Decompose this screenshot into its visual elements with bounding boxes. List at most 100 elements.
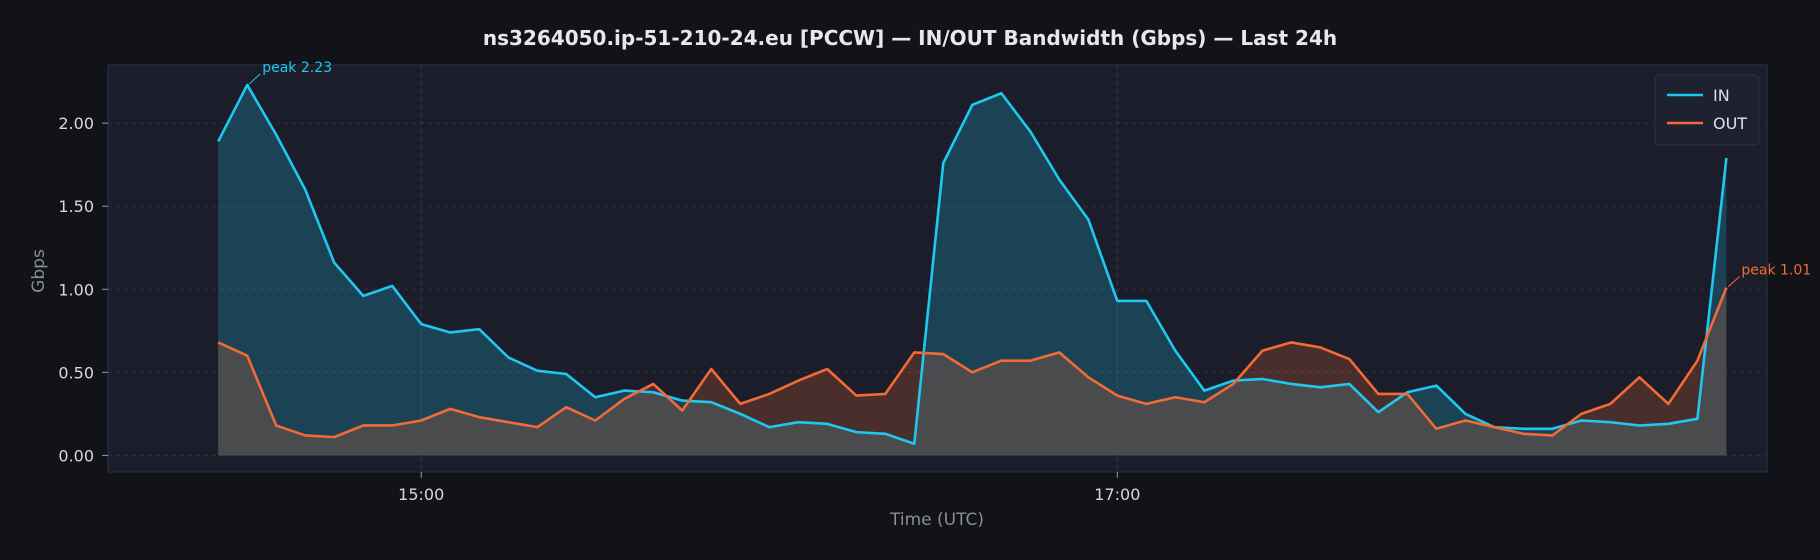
annotation-arrow (248, 73, 261, 85)
data-point-out (420, 419, 423, 422)
data-point-out (391, 424, 394, 427)
data-point-out (1029, 359, 1032, 362)
y-axis-label: Gbps (29, 249, 49, 293)
data-point-in (1667, 423, 1670, 426)
data-point-in (536, 369, 539, 372)
data-point-out (681, 409, 684, 412)
data-point-in (1377, 411, 1380, 414)
data-point-out (1580, 413, 1583, 416)
data-point-out (710, 368, 713, 371)
series-line-out (217, 287, 1728, 439)
data-point-out (971, 371, 974, 374)
data-point-in (681, 399, 684, 402)
data-point-out (1000, 359, 1003, 362)
x-tick-label: 17:00 (1094, 485, 1140, 504)
data-point-out (304, 434, 307, 437)
legend-label: IN (1713, 86, 1730, 105)
data-point-in (739, 413, 742, 416)
data-point-out (1464, 419, 1467, 422)
y-tick-label: 0.50 (58, 363, 94, 382)
data-point-in (1638, 424, 1641, 427)
data-point-in (565, 373, 568, 376)
data-point-in (507, 356, 510, 359)
data-point-out (1174, 396, 1177, 399)
data-point-in (768, 426, 771, 429)
data-point-out (1725, 286, 1728, 289)
data-point-out (565, 406, 568, 409)
data-point-out (1406, 393, 1409, 396)
area-overlap (218, 287, 1727, 456)
data-point-in (217, 140, 220, 143)
data-point-in (1261, 378, 1264, 381)
data-point-out (1319, 346, 1322, 349)
y-tick-label: 0.00 (58, 446, 94, 465)
series-line-in (217, 83, 1728, 446)
annotation-label: peak 1.01 (1741, 263, 1811, 279)
data-point-out (1232, 383, 1235, 386)
data-point-out (623, 398, 626, 401)
data-point-in (1609, 421, 1612, 424)
data-point-out (1290, 341, 1293, 344)
annotation-arrow (1728, 276, 1740, 287)
data-point-out (1522, 432, 1525, 435)
data-point-out (1493, 426, 1496, 429)
data-point-in (1174, 349, 1177, 352)
data-point-out (1116, 394, 1119, 397)
data-point-in (1029, 130, 1032, 133)
data-point-out (1261, 349, 1264, 352)
data-point-out (594, 419, 597, 422)
data-point-out (652, 383, 655, 386)
data-point-in (333, 261, 336, 264)
data-point-out (1058, 351, 1061, 354)
data-point-out (478, 416, 481, 419)
annotation-label: peak 2.23 (262, 60, 332, 76)
data-point-in (1087, 218, 1090, 221)
data-point-in (1319, 386, 1322, 389)
data-point-out (536, 426, 539, 429)
data-point-in (1000, 92, 1003, 95)
data-point-out (942, 353, 945, 356)
data-point-in (855, 431, 858, 434)
data-point-out (1203, 401, 1206, 404)
data-point-in (913, 442, 916, 445)
data-point-out (1145, 403, 1148, 406)
data-point-out (1609, 403, 1612, 406)
data-point-in (1435, 384, 1438, 387)
data-point-in (420, 323, 423, 326)
data-point-in (304, 188, 307, 191)
data-point-in (594, 396, 597, 399)
data-point-in (1696, 418, 1699, 421)
chart-title: ns3264050.ip-51-210-24.eu [PCCW] — IN/OU… (483, 26, 1337, 50)
data-point-out (884, 393, 887, 396)
legend: IN OUT (1654, 74, 1760, 146)
data-point-in (1464, 413, 1467, 416)
data-point-in (362, 295, 365, 298)
data-point-in (710, 401, 713, 404)
data-point-out (1435, 428, 1438, 431)
data-point-in (1058, 178, 1061, 181)
data-point-out (362, 424, 365, 427)
data-point-in (1522, 428, 1525, 431)
data-point-out (826, 368, 829, 371)
data-point-out (1087, 376, 1090, 379)
data-point-out (1696, 359, 1699, 362)
data-point-out (739, 403, 742, 406)
data-point-out (1667, 403, 1670, 406)
legend-box (1654, 74, 1760, 146)
data-point-out (855, 394, 858, 397)
legend-label: OUT (1713, 114, 1747, 133)
data-point-out (333, 436, 336, 439)
data-point-out (217, 341, 220, 344)
data-point-out (797, 379, 800, 382)
data-point-in (478, 328, 481, 331)
data-point-in (942, 162, 945, 165)
data-point-in (1580, 419, 1583, 422)
data-point-in (971, 104, 974, 107)
data-point-out (1377, 393, 1380, 396)
data-point-in (449, 331, 452, 334)
data-point-in (1725, 157, 1728, 160)
data-point-out (449, 408, 452, 411)
data-point-in (1348, 383, 1351, 386)
